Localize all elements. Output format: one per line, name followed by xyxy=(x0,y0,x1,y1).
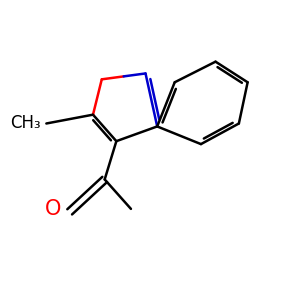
Text: CH₃: CH₃ xyxy=(10,115,40,133)
Text: O: O xyxy=(45,199,61,219)
